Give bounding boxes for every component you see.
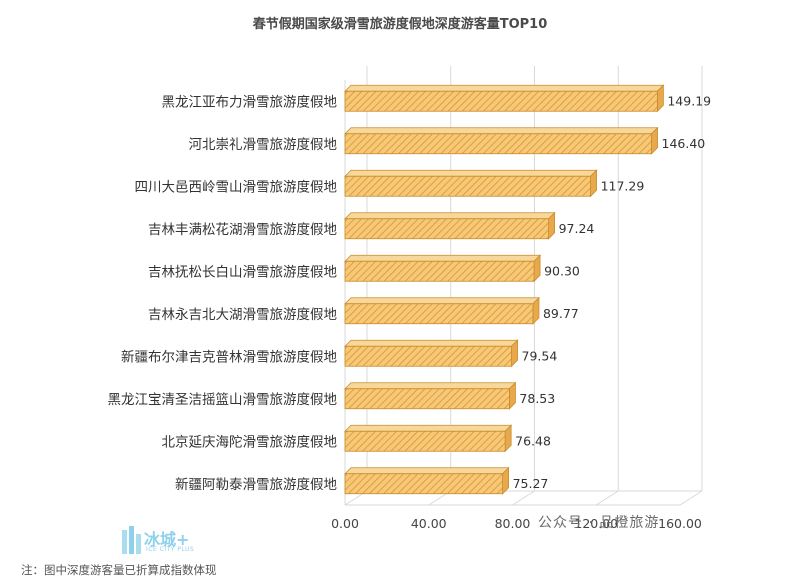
value-label-8: 76.48 <box>515 433 551 448</box>
bar-8 <box>344 430 506 452</box>
x-tick-label-1: 40.00 <box>411 516 447 531</box>
value-label-6: 79.54 <box>522 348 558 363</box>
value-label-7: 78.53 <box>519 391 555 406</box>
value-label-3: 97.24 <box>559 221 595 236</box>
label-layer: 黑龙江亚布力滑雪旅游度假地 149.19 河北崇礼滑雪旅游度假地 146.40 四川大邑… <box>108 93 712 493</box>
value-label-9: 75.27 <box>513 476 549 491</box>
bar-2 <box>344 175 591 197</box>
bar-top-8 <box>344 424 513 432</box>
bar-3 <box>344 218 549 240</box>
category-label-6: 新疆布尔津吉克普林滑雪旅游度假地 <box>121 349 337 365</box>
chart-title: 春节假期国家级滑雪旅游度假地深度游客量TOP10 <box>252 17 548 32</box>
bar-1 <box>344 133 652 155</box>
floor-line-2 <box>512 490 535 506</box>
logo: 冰城+ ICE CITY PLUS <box>120 522 220 562</box>
floor-line-3 <box>595 490 619 506</box>
bar-top-5 <box>344 297 540 305</box>
bar-6 <box>344 345 512 367</box>
bar-top-3 <box>344 212 556 220</box>
x-tick-label-2: 80.00 <box>495 516 531 531</box>
bar-7 <box>344 388 510 410</box>
bar-4 <box>344 260 535 282</box>
x-tick-label-3: 120.00 <box>574 516 618 531</box>
ice-city-logo-icon <box>122 526 141 554</box>
bar-top-9 <box>344 467 510 475</box>
bar-top-7 <box>344 382 517 390</box>
category-label-3: 吉林丰满松花湖滑雪旅游度假地 <box>148 222 337 238</box>
bar-0 <box>344 90 658 112</box>
floor-line-4 <box>679 490 703 506</box>
value-label-5: 89.77 <box>543 306 579 321</box>
bar-top-2 <box>344 169 598 177</box>
category-label-1: 河北崇礼滑雪旅游度假地 <box>189 137 338 153</box>
tick-layer: 0.00 40.00 80.00 120.00 160.00 <box>331 516 702 531</box>
chart-note: 注：图中深度游客量已折算成指数体现 <box>21 563 217 577</box>
value-label-2: 117.29 <box>601 178 645 193</box>
bar-5 <box>344 303 534 325</box>
category-label-0: 黑龙江亚布力滑雪旅游度假地 <box>162 94 338 110</box>
logo-text: 冰城+ <box>144 530 190 549</box>
value-label-1: 146.40 <box>662 136 706 151</box>
bar-top-6 <box>344 339 519 347</box>
bar-top-1 <box>344 127 659 135</box>
bar-9 <box>344 473 503 495</box>
logo-subtext: ICE CITY PLUS <box>146 546 195 553</box>
category-label-8: 北京延庆海陀滑雪旅游度假地 <box>162 434 338 450</box>
category-label-4: 吉林抚松长白山滑雪旅游度假地 <box>148 264 337 280</box>
x-tick-label-4: 160.00 <box>658 516 702 531</box>
bar-layer <box>344 84 665 495</box>
category-label-5: 吉林永吉北大湖滑雪旅游度假地 <box>148 307 337 323</box>
category-label-9: 新疆阿勒泰滑雪旅游度假地 <box>175 477 337 493</box>
value-label-0: 149.19 <box>667 93 711 108</box>
value-label-4: 90.30 <box>544 263 580 278</box>
watermark: 公众号 · 品橙旅游 <box>538 515 660 531</box>
x-tick-label-0: 0.00 <box>331 516 359 531</box>
bar-top-4 <box>344 254 542 262</box>
bar-top-0 <box>344 84 665 92</box>
category-label-2: 四川大邑西岭雪山滑雪旅游度假地 <box>135 179 338 195</box>
category-label-7: 黑龙江宝清圣洁摇篮山滑雪旅游度假地 <box>108 392 338 408</box>
